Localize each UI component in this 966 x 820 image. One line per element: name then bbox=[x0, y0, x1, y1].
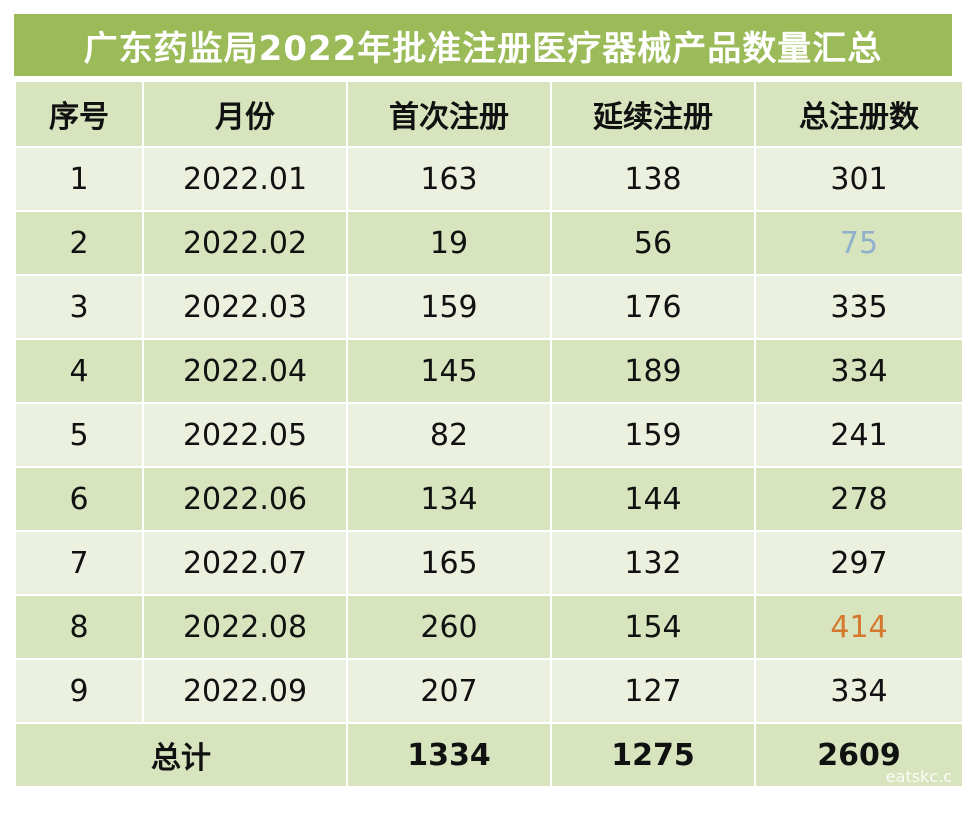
cell-renew: 56 bbox=[550, 210, 756, 276]
table-row: 8 2022.08 260 154 414 bbox=[14, 594, 964, 660]
cell-month: 2022.04 bbox=[142, 338, 348, 404]
cell-month: 2022.02 bbox=[142, 210, 348, 276]
cell-renew: 127 bbox=[550, 658, 756, 724]
cell-total: 414 bbox=[754, 594, 964, 660]
header-renewal-registration: 延续注册 bbox=[550, 80, 756, 148]
table-row: 2 2022.02 19 56 75 bbox=[14, 210, 964, 276]
cell-no: 1 bbox=[14, 146, 144, 212]
cell-first: 163 bbox=[346, 146, 552, 212]
cell-renew: 176 bbox=[550, 274, 756, 340]
table-row: 4 2022.04 145 189 334 bbox=[14, 338, 964, 404]
cell-renew: 189 bbox=[550, 338, 756, 404]
header-no: 序号 bbox=[14, 80, 144, 148]
table-row: 7 2022.07 165 132 297 bbox=[14, 530, 964, 596]
cell-month: 2022.05 bbox=[142, 402, 348, 468]
cell-no: 8 bbox=[14, 594, 144, 660]
cell-first: 165 bbox=[346, 530, 552, 596]
header-total-registrations: 总注册数 bbox=[754, 80, 964, 148]
total-renew: 1275 bbox=[550, 722, 756, 788]
table-title: 广东药监局2022年批准注册医疗器械产品数量汇总 bbox=[14, 14, 952, 76]
cell-first: 207 bbox=[346, 658, 552, 724]
watermark: eatskc.c bbox=[885, 767, 952, 786]
cell-no: 5 bbox=[14, 402, 144, 468]
cell-renew: 132 bbox=[550, 530, 756, 596]
cell-renew: 138 bbox=[550, 146, 756, 212]
cell-total: 278 bbox=[754, 466, 964, 532]
total-first: 1334 bbox=[346, 722, 552, 788]
header-row: 序号 月份 首次注册 延续注册 总注册数 bbox=[14, 80, 964, 148]
cell-total: 334 bbox=[754, 658, 964, 724]
cell-renew: 144 bbox=[550, 466, 756, 532]
cell-month: 2022.08 bbox=[142, 594, 348, 660]
header-month: 月份 bbox=[142, 80, 348, 148]
cell-no: 4 bbox=[14, 338, 144, 404]
cell-no: 3 bbox=[14, 274, 144, 340]
table-row: 3 2022.03 159 176 335 bbox=[14, 274, 964, 340]
cell-total: 297 bbox=[754, 530, 964, 596]
cell-first: 134 bbox=[346, 466, 552, 532]
cell-no: 7 bbox=[14, 530, 144, 596]
cell-first: 159 bbox=[346, 274, 552, 340]
table-row: 6 2022.06 134 144 278 bbox=[14, 466, 964, 532]
cell-total: 334 bbox=[754, 338, 964, 404]
total-all: 2609 bbox=[754, 722, 964, 788]
cell-total: 301 bbox=[754, 146, 964, 212]
cell-first: 82 bbox=[346, 402, 552, 468]
cell-no: 9 bbox=[14, 658, 144, 724]
cell-first: 260 bbox=[346, 594, 552, 660]
cell-month: 2022.06 bbox=[142, 466, 348, 532]
cell-first: 145 bbox=[346, 338, 552, 404]
cell-renew: 159 bbox=[550, 402, 756, 468]
header-first-registration: 首次注册 bbox=[346, 80, 552, 148]
table-row: 5 2022.05 82 159 241 bbox=[14, 402, 964, 468]
total-row: 总计 1334 1275 2609 bbox=[14, 722, 964, 788]
cell-total: 335 bbox=[754, 274, 964, 340]
cell-renew: 154 bbox=[550, 594, 756, 660]
registration-table: 序号 月份 首次注册 延续注册 总注册数 1 2022.01 163 138 301 2 2… bbox=[14, 80, 964, 788]
cell-month: 2022.01 bbox=[142, 146, 348, 212]
cell-total: 75 bbox=[754, 210, 964, 276]
cell-first: 19 bbox=[346, 210, 552, 276]
cell-month: 2022.07 bbox=[142, 530, 348, 596]
cell-no: 2 bbox=[14, 210, 144, 276]
table-row: 1 2022.01 163 138 301 bbox=[14, 146, 964, 212]
summary-table-container: 广东药监局2022年批准注册医疗器械产品数量汇总 序号 月份 首次注册 延续注册… bbox=[14, 14, 964, 788]
cell-month: 2022.09 bbox=[142, 658, 348, 724]
cell-total: 241 bbox=[754, 402, 964, 468]
cell-month: 2022.03 bbox=[142, 274, 348, 340]
cell-no: 6 bbox=[14, 466, 144, 532]
total-label: 总计 bbox=[14, 722, 348, 788]
table-row: 9 2022.09 207 127 334 bbox=[14, 658, 964, 724]
